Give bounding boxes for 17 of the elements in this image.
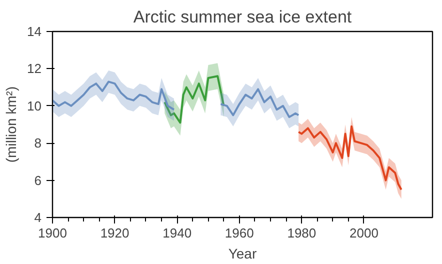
- x-tick-label: 1900: [38, 226, 67, 240]
- y-tick-label: 14: [27, 24, 42, 39]
- line-series: [298, 125, 402, 191]
- y-tick-label: 12: [27, 61, 42, 76]
- y-tick-label: 10: [27, 98, 42, 114]
- line-series: [164, 75, 225, 124]
- y-tick-label: 6: [34, 172, 42, 188]
- chart-title: Arctic summer sea ice extent: [133, 8, 352, 26]
- x-axis-title: Year: [228, 246, 257, 262]
- y-tick-label: 8: [34, 136, 42, 151]
- x-tick-label: 1940: [162, 226, 192, 240]
- y-axis-title: (million km²): [3, 86, 20, 163]
- x-tick-label: 1960: [224, 226, 254, 240]
- x-tick-label: 1980: [287, 226, 316, 240]
- x-tick-label: 2000: [350, 226, 378, 240]
- x-tick-label: 1920: [100, 226, 130, 240]
- y-tick-label: 4: [34, 210, 42, 225]
